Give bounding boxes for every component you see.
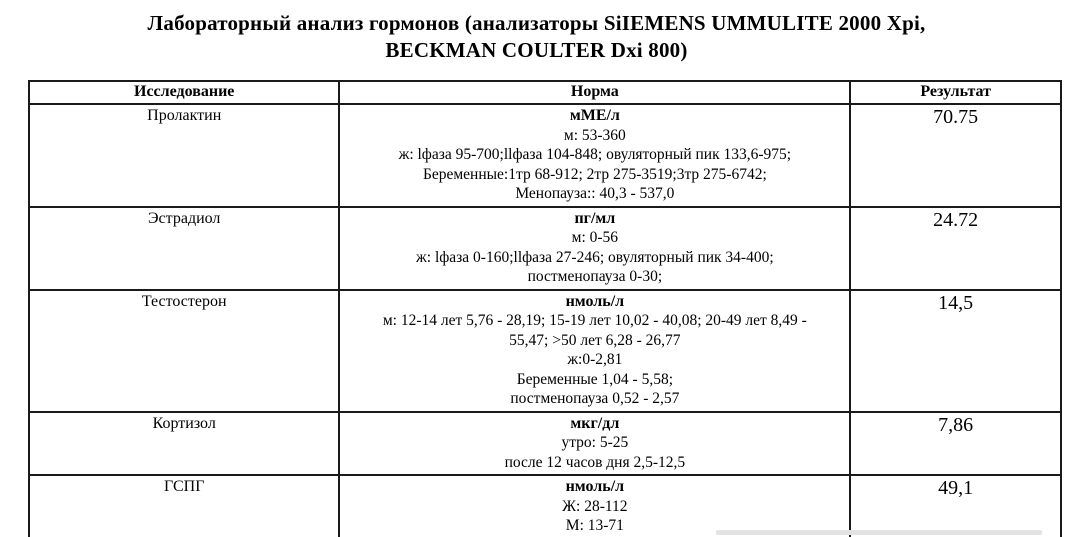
norm-lines: м: 12-14 лет 5,76 - 28,19; 15-19 лет 10,… [382, 312, 807, 407]
result-cell: 70.75 [849, 103, 1062, 208]
test-name-cell: Тестостерон [27, 288, 341, 413]
test-name: ГСПГ [163, 478, 205, 495]
results-table: Исследование Норма Результат Пролактин м… [27, 80, 1062, 537]
test-name: Пролактин [147, 107, 222, 124]
result-cell: 14,5 [849, 288, 1062, 413]
norm-cell: нмоль/л м: 12-14 лет 5,76 - 28,19; 15-19… [338, 288, 852, 413]
norm-lines: м: 0-56 ж: lфаза 0-160;llфаза 27-246; ов… [416, 229, 774, 285]
norm-unit: мМЕ/л [569, 107, 620, 124]
page-title-line-1: Лабораторный анализ гормонов (анализатор… [147, 11, 926, 35]
norm-cell: мМЕ/л м: 53-360 ж: lфаза 95-700;llфаза 1… [338, 103, 852, 208]
table-row-testosterone: Тестостерон нмоль/л м: 12-14 лет 5,76 - … [27, 288, 1062, 413]
norm-lines: м: 53-360 ж: lфаза 95-700;llфаза 104-848… [398, 126, 792, 203]
bottom-gray-bar [716, 530, 1042, 535]
test-name: Тестостерон [141, 292, 227, 310]
test-name-cell: Кортизол [27, 410, 341, 476]
result-cell: 24.72 [849, 205, 1062, 291]
norm-unit: пг/мл [574, 209, 616, 227]
test-name-cell: Пролактин [27, 103, 341, 208]
norm-cell: мкг/дл утро: 5-25 после 12 часов дня 2,5… [338, 410, 852, 476]
result-value: 14,5 [938, 291, 974, 314]
norm-cell: пг/мл м: 0-56 ж: lфаза 0-160;llфаза 27-2… [338, 205, 852, 291]
result-value: 7,86 [938, 413, 974, 436]
table-row-prolactin: Пролактин мМЕ/л м: 53-360 ж: lфаза 95-70… [27, 103, 1062, 208]
column-header-norm: Норма [338, 80, 852, 105]
result-cell: 49,1 [849, 474, 1062, 537]
norm-cell: нмоль/л Ж: 28-112 М: 13-71 [338, 474, 852, 537]
test-name-cell: Эстрадиол [27, 205, 341, 291]
column-header-result: Результат [849, 80, 1062, 105]
header-row: Исследование Норма Результат [27, 80, 1062, 105]
norm-unit: мкг/дл [570, 414, 620, 432]
result-cell: 7,86 [849, 410, 1062, 476]
table-row-shbg: ГСПГ нмоль/л Ж: 28-112 М: 13-71 49,1 [27, 474, 1062, 537]
result-value: 24.72 [933, 208, 979, 231]
table-row-estradiol: Эстрадиол пг/мл м: 0-56 ж: lфаза 0-160;l… [27, 205, 1062, 291]
norm-lines: Ж: 28-112 М: 13-71 [562, 497, 628, 535]
table-row-cortisol: Кортизол мкг/дл утро: 5-25 после 12 часо… [27, 410, 1062, 476]
result-value: 49,1 [938, 477, 974, 499]
test-name: Эстрадиол [147, 209, 221, 227]
test-name-cell: ГСПГ [27, 474, 341, 537]
page-title-line-2: BECKMAN COULTER Dxi 800) [385, 38, 688, 62]
page-title: Лабораторный анализ гормонов (анализатор… [0, 0, 1073, 64]
norm-lines: утро: 5-25 после 12 часов дня 2,5-12,5 [504, 434, 686, 471]
norm-unit: нмоль/л [565, 292, 625, 310]
test-name: Кортизол [152, 414, 216, 432]
norm-unit: нмоль/л [565, 478, 625, 495]
result-value: 70.75 [933, 106, 979, 128]
column-header-test: Исследование [27, 80, 341, 105]
